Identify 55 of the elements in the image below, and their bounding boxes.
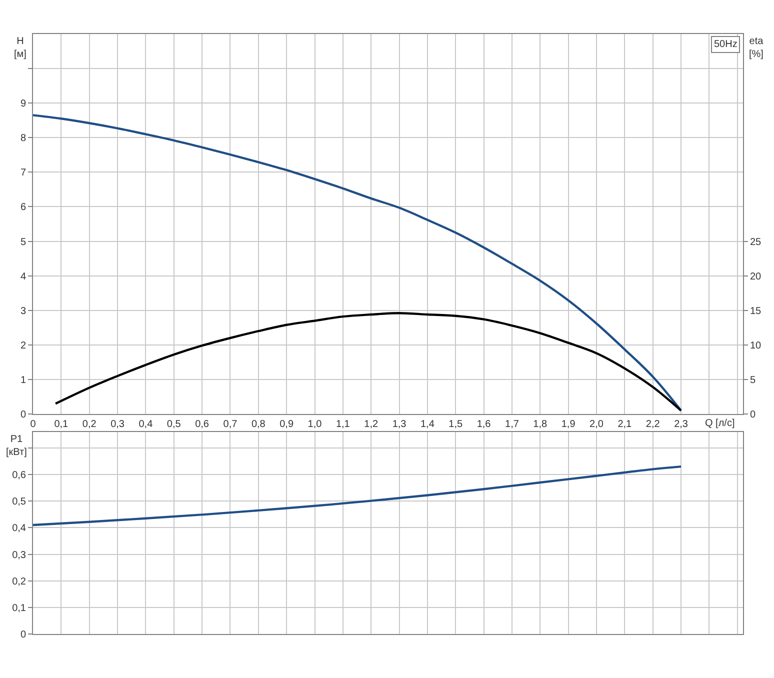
y-tick-label: 2 bbox=[20, 340, 26, 352]
x-tick-label: 2,0 bbox=[590, 419, 604, 430]
x-tick-label: 1,3 bbox=[392, 419, 407, 430]
y-axis-title: P1 [кВт] bbox=[6, 434, 28, 458]
x-tick-label: 1,6 bbox=[476, 419, 492, 430]
x-tick-label: 0,9 bbox=[280, 419, 294, 430]
x-tick-label: 0,4 bbox=[138, 419, 154, 430]
y-tick-label: 6 bbox=[20, 202, 26, 214]
y-tick-label: 0,1 bbox=[12, 602, 26, 614]
x-tick-label: 1,8 bbox=[533, 419, 548, 430]
y-tick-label: 0 bbox=[20, 630, 26, 640]
y-tick-label: 0,2 bbox=[12, 576, 26, 588]
y2-tick-label: 10 bbox=[750, 340, 762, 352]
x-tick-label: 1,5 bbox=[448, 419, 464, 430]
line-series bbox=[54, 312, 682, 412]
y2-tick-label: 25 bbox=[750, 236, 762, 248]
x-tick-label: 0,2 bbox=[82, 419, 97, 430]
y-tick-label: 0,3 bbox=[12, 550, 26, 561]
x-tick-label: 2,3 bbox=[674, 419, 688, 430]
y-tick-label: 5 bbox=[20, 236, 26, 248]
y-tick-label: 8 bbox=[20, 133, 26, 144]
x-tick-label: 0 bbox=[30, 419, 36, 430]
y2-tick-label: 5 bbox=[750, 374, 756, 386]
y-tick-label: 0,4 bbox=[12, 523, 26, 534]
line-series bbox=[33, 114, 682, 412]
y2-tick-label: 15 bbox=[750, 306, 762, 317]
text: 50Hz bbox=[714, 39, 738, 50]
x-tick-label: 0,8 bbox=[251, 419, 266, 430]
y2-axis-title: eta [%] bbox=[749, 36, 764, 60]
y-tick-label: 0,5 bbox=[12, 496, 26, 508]
x-tick-label: 1,1 bbox=[336, 419, 350, 430]
x-axis-title: Q [л/с] bbox=[705, 418, 735, 429]
y-tick-label: 3 bbox=[20, 306, 26, 317]
y2-tick-label: 20 bbox=[750, 271, 762, 282]
y-tick-label: 1 bbox=[20, 374, 26, 386]
x-tick-label: 0,1 bbox=[54, 419, 69, 430]
x-tick-label: 2,2 bbox=[646, 419, 660, 430]
x-tick-label: 0,3 bbox=[110, 419, 125, 430]
line-series bbox=[33, 465, 682, 526]
y-tick-label: 4 bbox=[20, 271, 26, 282]
y2-tick-label: 0 bbox=[750, 410, 756, 420]
y-tick-label: 7 bbox=[20, 168, 26, 179]
x-tick-label: 0,7 bbox=[223, 419, 238, 430]
x-tick-label: 1,9 bbox=[561, 419, 576, 430]
x-tick-label: 1,2 bbox=[364, 419, 378, 430]
y-tick-label: 9 bbox=[20, 98, 26, 110]
x-tick-label: 2,1 bbox=[618, 419, 632, 430]
x-tick-label: 0,5 bbox=[166, 419, 182, 430]
x-tick-label: 1,7 bbox=[505, 419, 520, 430]
x-tick-label: 1,4 bbox=[420, 419, 435, 430]
x-tick-label: 0,6 bbox=[195, 419, 210, 430]
x-tick-label: 1,0 bbox=[308, 419, 322, 430]
y-tick-label: 0 bbox=[20, 410, 26, 420]
y-axis-title: H [м] bbox=[14, 36, 27, 60]
y-tick-label: 0,6 bbox=[12, 470, 26, 482]
